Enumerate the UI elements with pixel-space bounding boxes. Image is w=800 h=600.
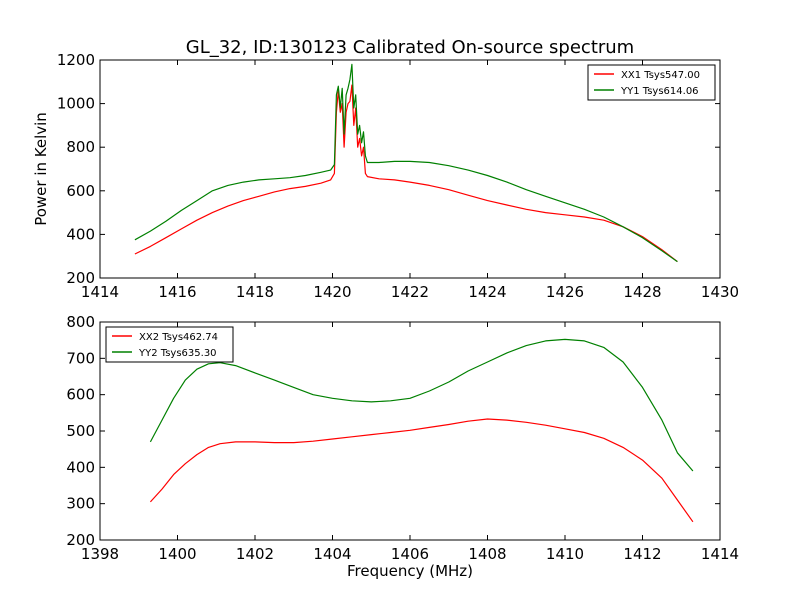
chart-title: GL_32, ID:130123 Calibrated On-source sp…	[186, 37, 634, 58]
top-y-tick-label: 1200	[57, 51, 95, 69]
bottom-spectrum-panel: Frequency (MHz) XX2 Tsys462.74 YY2 Tsys6…	[66, 313, 739, 580]
bottom-y-tick-label: 200	[66, 531, 95, 549]
bottom-y-tick-label: 500	[66, 422, 95, 440]
top-x-tick-label: 1414	[81, 283, 119, 301]
bottom-y-tick-label: 800	[66, 313, 95, 331]
bottom-y-tick-label: 400	[66, 458, 95, 476]
top-x-tick-label: 1430	[701, 283, 739, 301]
bottom-x-tick-label: 1410	[546, 545, 584, 563]
top-y-tick-label: 1000	[57, 95, 95, 113]
bottom-series-line-0	[149, 418, 694, 523]
top-x-tick-label: 1416	[158, 283, 196, 301]
bottom-legend: XX2 Tsys462.74 YY2 Tsys635.30	[105, 326, 234, 363]
top-y-tick-label: 800	[66, 138, 95, 156]
bottom-series-line-1	[149, 338, 694, 472]
top-x-tick-label: 1424	[468, 283, 506, 301]
top-x-tick-label: 1426	[546, 283, 584, 301]
top-y-tick-label: 400	[66, 225, 95, 243]
bottom-legend-box	[105, 326, 234, 363]
bottom-y-tick-label: 300	[66, 495, 95, 513]
top-y-tick-label: 200	[66, 269, 95, 287]
bottom-legend-label-yy2: YY2 Tsys635.30	[138, 348, 217, 359]
top-series-line-0	[134, 84, 678, 263]
bottom-x-tick-label: 1404	[313, 545, 351, 563]
top-x-tick-label: 1422	[391, 283, 429, 301]
top-x-tick-label: 1418	[236, 283, 274, 301]
bottom-y-tick-label: 600	[66, 386, 95, 404]
bottom-x-tick-label: 1414	[701, 545, 739, 563]
bottom-x-tick-label: 1402	[236, 545, 274, 563]
top-spectrum-panel: GL_32, ID:130123 Calibrated On-source sp…	[32, 37, 739, 301]
top-legend-label-xx1: XX1 Tsys547.00	[621, 70, 700, 81]
bottom-x-tick-label: 1406	[391, 545, 429, 563]
bottom-x-tick-label: 1408	[468, 545, 506, 563]
top-y-tick-label: 600	[66, 182, 95, 200]
bottom-plot-area	[149, 338, 694, 523]
bottom-x-tick-label: 1398	[81, 545, 119, 563]
top-y-axis-label: Power in Kelvin	[32, 112, 50, 226]
bottom-legend-label-xx2: XX2 Tsys462.74	[139, 332, 218, 343]
top-plot-area	[134, 63, 678, 263]
bottom-x-tick-label: 1400	[158, 545, 196, 563]
top-x-tick-label: 1420	[313, 283, 351, 301]
top-series-line-1	[134, 63, 678, 263]
top-x-tick-label: 1428	[623, 283, 661, 301]
bottom-x-axis-label: Frequency (MHz)	[347, 562, 473, 580]
top-legend-box	[587, 64, 716, 101]
bottom-x-tick-label: 1412	[623, 545, 661, 563]
top-legend-label-yy1: YY1 Tsys614.06	[620, 86, 699, 97]
top-legend: XX1 Tsys547.00 YY1 Tsys614.06	[587, 64, 716, 101]
bottom-y-tick-label: 700	[66, 349, 95, 367]
